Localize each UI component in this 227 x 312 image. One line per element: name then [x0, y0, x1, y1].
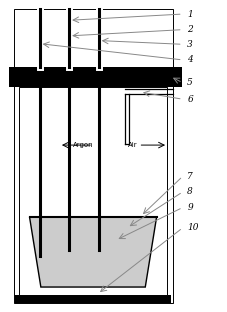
Text: 9: 9 [187, 203, 193, 212]
Text: Argon: Argon [73, 142, 93, 148]
Bar [19, 87, 167, 295]
Text: 7: 7 [187, 172, 193, 181]
Text: 1: 1 [187, 10, 193, 18]
Text: 2: 2 [187, 25, 193, 34]
Bar [15, 295, 171, 303]
Text: 5: 5 [187, 78, 193, 87]
Text: 6: 6 [187, 95, 193, 104]
Text: 8: 8 [187, 188, 193, 196]
Bar [14, 9, 173, 303]
Text: 3: 3 [187, 40, 193, 49]
Bar [9, 67, 182, 87]
Text: 4: 4 [187, 56, 193, 64]
Polygon shape [30, 217, 157, 287]
Text: 10: 10 [187, 223, 199, 232]
Text: Air: Air [128, 142, 138, 148]
